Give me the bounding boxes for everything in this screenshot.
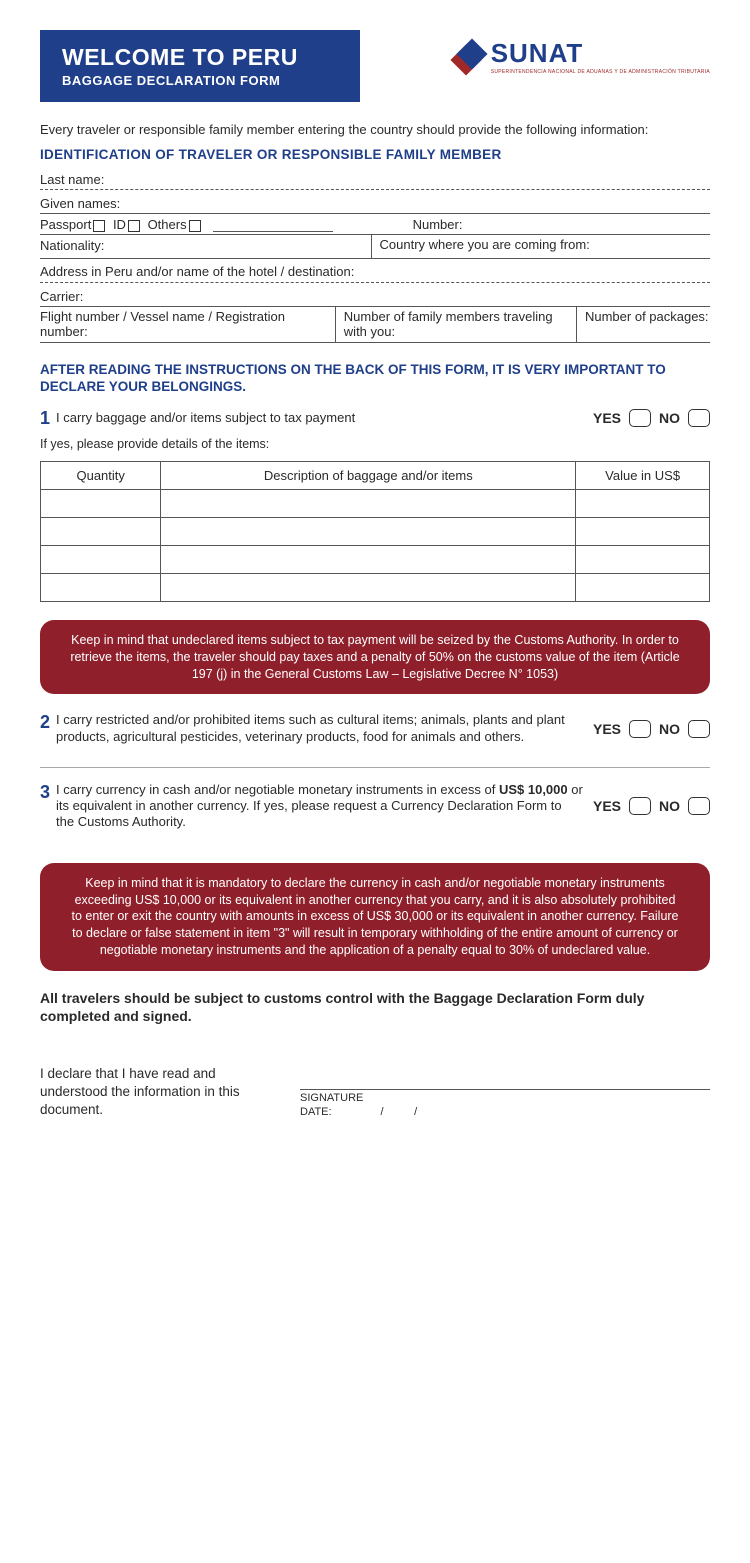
address-label: Address in Peru and/or name of the hotel… [40,265,354,280]
date-line[interactable]: DATE: / / [300,1106,710,1118]
q2-no-label: NO [659,721,680,737]
id-label: ID [113,217,126,232]
signature-line[interactable]: SIGNATURE [300,1089,710,1104]
table-row[interactable] [41,545,710,573]
q1-number: 1 [40,408,50,429]
q1-yes-checkbox[interactable] [629,409,651,427]
logo: SUNAT SUPERINTENDENCIA NACIONAL DE ADUAN… [451,30,710,75]
passport-label: Passport [40,217,91,232]
q3-text: I carry currency in cash and/or negotiab… [56,782,593,831]
bold-note: All travelers should be subject to custo… [40,989,710,1025]
items-table: Quantity Description of baggage and/or i… [40,461,710,602]
field-doc-type: Passport ID Others Number: [40,214,710,235]
q3-no-label: NO [659,798,680,814]
date-label: DATE: [300,1106,332,1118]
q1-text: I carry baggage and/or items subject to … [56,410,593,426]
declaration-text: I declare that I have read and understoo… [40,1065,280,1118]
field-carrier[interactable]: Carrier: [40,283,710,307]
field-last-name[interactable]: Last name: [40,166,710,190]
q2-number: 2 [40,712,50,733]
q1-subnote: If yes, please provide details of the it… [40,437,710,451]
nationality-label: Nationality: [40,238,104,253]
passport-checkbox[interactable] [93,220,105,232]
flight-label: Flight number / Vessel name / Registrati… [40,309,285,339]
field-nationality[interactable]: Nationality: [40,235,371,259]
q2-text: I carry restricted and/or prohibited ite… [56,712,593,745]
field-address[interactable]: Address in Peru and/or name of the hotel… [40,259,710,283]
section-identification-title: IDENTIFICATION OF TRAVELER OR RESPONSIBL… [40,147,710,162]
q3-no-checkbox[interactable] [688,797,710,815]
q1-no-checkbox[interactable] [688,409,710,427]
q1-yes-label: YES [593,410,621,426]
table-row[interactable] [41,517,710,545]
q3-text-a: I carry currency in cash and/or negotiab… [56,782,499,797]
date-sep-1: / [380,1106,383,1118]
signature-label: SIGNATURE [300,1092,363,1104]
field-given-names[interactable]: Given names: [40,190,710,214]
date-sep-2: / [414,1106,417,1118]
th-description: Description of baggage and/or items [161,461,576,489]
q1-no-label: NO [659,410,680,426]
title-box: WELCOME TO PERU BAGGAGE DECLARATION FORM [40,30,360,102]
question-1: 1 I carry baggage and/or items subject t… [40,408,710,429]
carrier-label: Carrier: [40,289,83,304]
given-names-label: Given names: [40,196,120,211]
q3-bold: US$ 10,000 [499,782,568,797]
th-quantity: Quantity [41,461,161,489]
others-label: Others [148,217,187,232]
number-label: Number: [413,217,463,232]
last-name-label: Last name: [40,172,104,187]
id-checkbox[interactable] [128,220,140,232]
logo-diamond-icon [451,39,487,75]
q2-yes-checkbox[interactable] [629,720,651,738]
form-subtitle: BAGGAGE DECLARATION FORM [62,73,338,88]
field-country-from[interactable]: Country where you are coming from: [371,235,711,259]
th-value: Value in US$ [576,461,710,489]
q3-number: 3 [40,782,50,803]
logo-text: SUNAT [491,38,710,69]
logo-subtext: SUPERINTENDENCIA NACIONAL DE ADUANAS Y D… [491,69,710,75]
field-nationality-row: Nationality: Country where you are comin… [40,235,710,259]
form-title: WELCOME TO PERU [62,44,338,71]
intro-text: Every traveler or responsible family mem… [40,122,710,139]
q2-no-checkbox[interactable] [688,720,710,738]
table-row[interactable] [41,573,710,601]
others-checkbox[interactable] [189,220,201,232]
country-from-label: Country where you are coming from: [380,237,590,252]
others-input[interactable] [213,218,333,232]
question-2-block: 2 I carry restricted and/or prohibited i… [40,712,710,768]
important-notice: AFTER READING THE INSTRUCTIONS ON THE BA… [40,361,710,396]
q3-yes-checkbox[interactable] [629,797,651,815]
warning-1: Keep in mind that undeclared items subje… [40,620,710,695]
question-3-block: 3 I carry currency in cash and/or negoti… [40,782,710,849]
family-members-label: Number of family members traveling with … [344,309,553,339]
q3-yes-label: YES [593,798,621,814]
table-row[interactable] [41,489,710,517]
field-flight-row: Flight number / Vessel name / Registrati… [40,307,710,343]
header: WELCOME TO PERU BAGGAGE DECLARATION FORM… [40,30,710,102]
warning-2: Keep in mind that it is mandatory to dec… [40,863,710,971]
q2-yes-label: YES [593,721,621,737]
declaration-row: I declare that I have read and understoo… [40,1065,710,1118]
packages-label: Number of packages: [585,309,709,324]
